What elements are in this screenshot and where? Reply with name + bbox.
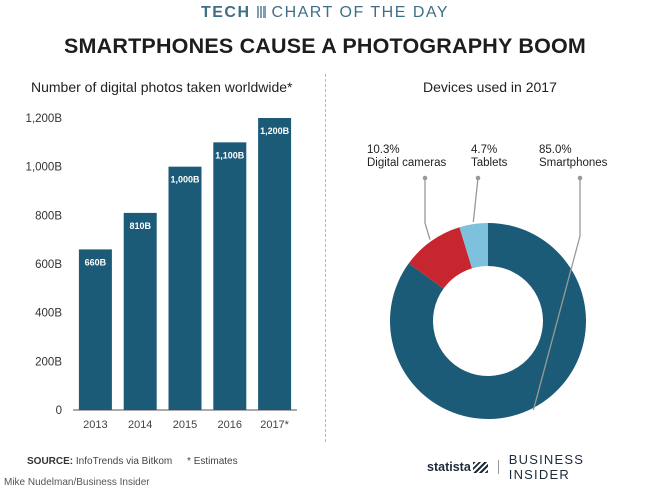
donut-slice (459, 223, 488, 269)
bar (213, 142, 247, 411)
bar-data-label: 660B (85, 257, 107, 267)
image-credit: Mike Nudelman/Business Insider (4, 477, 150, 488)
y-tick-label: 1,200B (26, 113, 63, 125)
leader-line (532, 178, 581, 411)
donut-chart-title: Devices used in 2017 (423, 79, 557, 95)
donut-slice (408, 227, 472, 289)
bar (258, 118, 292, 410)
brand-logos: statista BUSINESS INSIDER (427, 452, 650, 482)
page-title: SMARTPHONES CAUSE A PHOTOGRAPHY BOOM (63, 34, 587, 58)
y-tick-label: 0 (56, 405, 62, 417)
y-tick-label: 200B (35, 356, 62, 368)
bar-data-label: 810B (129, 221, 151, 231)
slice-percent-label: 4.7% (471, 144, 497, 156)
logo-divider (497, 460, 499, 474)
slice-percent-label: 10.3% (367, 144, 400, 156)
x-tick-label: 2017* (260, 419, 289, 431)
y-tick-label: 600B (35, 259, 62, 271)
chart-of-the-day-label: CHART OF THE DAY (271, 4, 450, 21)
bar (123, 212, 157, 410)
leader-line (472, 177, 479, 223)
bar-data-label: 1,100B (215, 150, 245, 160)
x-tick-label: 2015 (173, 419, 197, 431)
business-insider-logo: BUSINESS INSIDER (508, 452, 585, 482)
panel-divider (325, 74, 326, 442)
statista-flag-icon (472, 461, 488, 473)
leader-line (424, 178, 431, 240)
y-tick-label: 800B (35, 210, 62, 222)
slice-name-label: Tablets (471, 157, 508, 169)
bar-data-label: 1,200B (260, 126, 290, 136)
chart-bars-icon (256, 6, 266, 18)
tech-label: TECH (200, 4, 251, 21)
slice-name-label: Digital cameras (367, 157, 446, 169)
slice-name-label: Smartphones (539, 157, 608, 169)
source-label: SOURCE: (27, 456, 74, 467)
bar-data-label: 1,000B (170, 175, 200, 185)
x-tick-label: 2013 (83, 419, 107, 431)
statista-logo: statista (427, 460, 471, 474)
bar (78, 249, 112, 410)
bar-chart-title: Number of digital photos taken worldwide… (31, 79, 293, 95)
source-note: SOURCE: InfoTrends via Bitkom * Estimate… (27, 456, 238, 467)
x-tick-label: 2016 (218, 419, 242, 431)
y-tick-label: 400B (35, 308, 62, 320)
chart-of-the-day-header: TECH CHART OF THE DAY (0, 4, 650, 22)
x-tick-label: 2014 (128, 419, 152, 431)
estimates-note: * Estimates (187, 456, 238, 467)
y-tick-label: 1,000B (26, 162, 63, 174)
donut-slice (390, 223, 586, 419)
bar (168, 166, 202, 410)
source-text: InfoTrends via Bitkom (75, 456, 173, 467)
slice-percent-label: 85.0% (539, 144, 572, 156)
